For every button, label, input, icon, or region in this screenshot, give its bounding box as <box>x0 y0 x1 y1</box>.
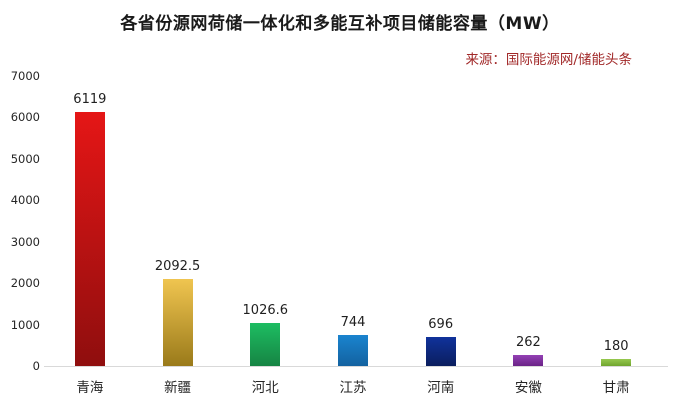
y-tick-label: 0 <box>32 359 40 373</box>
x-axis-label: 河南 <box>427 380 455 396</box>
x-axis-label: 甘肃 <box>602 380 630 396</box>
bar <box>162 279 193 366</box>
x-axis-line <box>44 366 668 367</box>
bar-value-label: 6119 <box>73 92 107 108</box>
x-axis-label: 安徽 <box>514 380 542 396</box>
bar <box>513 355 544 366</box>
chart-title: 各省份源网荷储一体化和多能互补项目储能容量（MW） <box>120 14 560 34</box>
bar-value-label: 696 <box>428 317 454 333</box>
y-tick-label: 3000 <box>10 234 40 249</box>
bar-value-label: 2092.5 <box>154 259 201 275</box>
x-axis-label: 江苏 <box>339 380 367 396</box>
y-tick-label: 5000 <box>10 151 40 166</box>
bar <box>601 358 632 366</box>
bar <box>338 335 368 366</box>
bar <box>250 323 281 366</box>
y-tick-label: 7000 <box>10 69 40 83</box>
bar <box>74 112 105 366</box>
x-axis-label: 青海 <box>76 380 104 396</box>
chart-source-annotation: 来源：国际能源网/储能头条 <box>465 52 632 68</box>
y-tick-label: 6000 <box>10 110 40 125</box>
y-tick-label: 4000 <box>10 193 40 208</box>
y-tick-label: 1000 <box>10 317 40 332</box>
x-axis-label: 新疆 <box>164 380 192 396</box>
bar-value-label: 744 <box>340 315 366 331</box>
bar-value-label: 262 <box>516 335 541 351</box>
y-tick-label: 2000 <box>10 276 40 291</box>
bar-value-label: 1026.6 <box>242 303 289 319</box>
x-axis-label: 河北 <box>251 380 279 396</box>
bar <box>425 337 456 366</box>
bar-value-label: 180 <box>603 338 629 354</box>
